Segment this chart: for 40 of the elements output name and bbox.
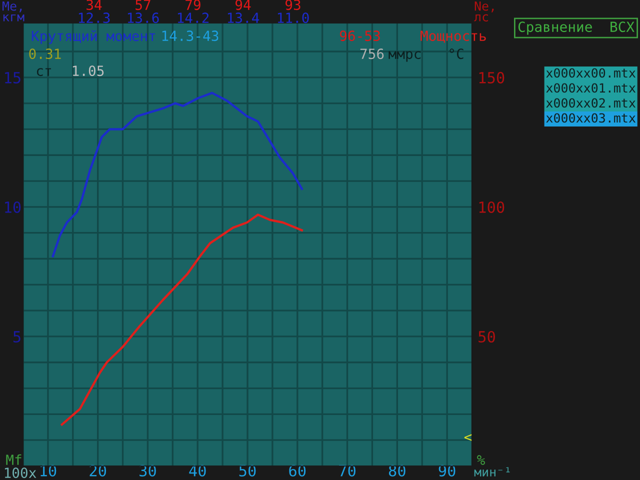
text: Крутящий момент	[32, 30, 156, 44]
text: Сравнение ВСХ	[518, 22, 634, 35]
text: 57	[136, 0, 150, 10]
annotation: 13.6	[128, 12, 159, 24]
annotation: ммрс	[388, 51, 421, 62]
annotation: °С	[450, 48, 464, 60]
text: 94	[236, 0, 251, 10]
text: 100x	[4, 468, 36, 478]
annotation: 1.05	[72, 66, 104, 76]
text: x000xx03.mtx	[546, 113, 636, 123]
annotation: 14.3-43	[162, 30, 218, 42]
text: x000xx00.mtx	[546, 68, 636, 78]
x-axis-title: мин⁻¹	[474, 467, 510, 476]
annotation: <	[464, 434, 472, 441]
y2-tick-label: 50	[478, 330, 495, 343]
text: 14.2	[178, 12, 209, 23]
text: %	[477, 455, 485, 465]
annotation: 756	[360, 48, 384, 60]
y2-axis-title: Ne, лс	[474, 1, 494, 22]
annotation: 96-53	[340, 30, 380, 42]
line-series	[60, 214, 303, 426]
line-series	[52, 92, 303, 258]
y2-tick-label: 100	[479, 201, 504, 213]
annotation: ст	[36, 68, 51, 76]
y-tick-label: 15	[5, 72, 20, 84]
text: 93	[286, 0, 300, 10]
text: x000xx02.mtx	[546, 98, 636, 108]
text: Мощность	[420, 30, 486, 43]
y-axis-title: Me, кгм	[2, 1, 24, 22]
y2-tick-label: 150	[479, 72, 504, 84]
text: 34	[86, 0, 102, 10]
text: x000xx01.mtx	[546, 83, 636, 93]
y-tick-label: 10	[5, 201, 21, 213]
text: 79	[186, 0, 200, 10]
text: Mf	[6, 454, 22, 465]
annotation: 0.31	[29, 48, 61, 60]
annotation: 11.0	[278, 12, 309, 24]
annotation: 13.4	[228, 12, 260, 24]
y-tick-label: 5	[13, 331, 20, 343]
annotation: 12.3	[78, 12, 110, 24]
